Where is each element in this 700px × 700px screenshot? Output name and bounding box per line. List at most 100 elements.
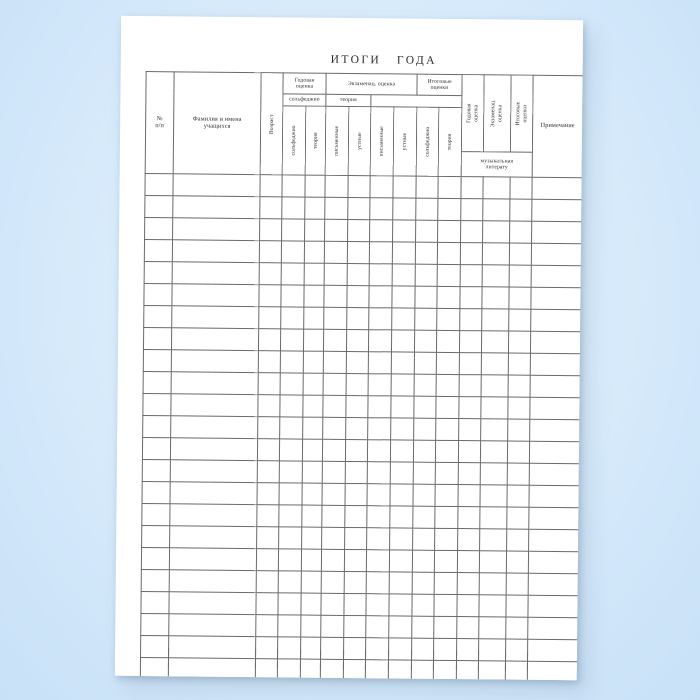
cell-exam_theory_oral[interactable]	[390, 395, 415, 419]
cell-exam_solf_written[interactable]	[322, 439, 346, 462]
cell-final_theory[interactable]	[435, 396, 460, 419]
cell-music_lit_annual[interactable]	[459, 308, 482, 331]
cell-exam_solf_oral[interactable]	[346, 285, 370, 308]
cell-music_lit_exam[interactable]	[482, 264, 510, 288]
cell-number[interactable]	[143, 305, 172, 328]
cell-student_names[interactable]	[169, 569, 257, 593]
cell-annual_theory[interactable]	[304, 175, 326, 198]
cell-final_solfeggio[interactable]	[413, 462, 436, 485]
cell-annual_theory[interactable]	[302, 417, 323, 440]
cell-exam_theory_written[interactable]	[365, 593, 390, 616]
cell-annual_solfeggio[interactable]	[279, 394, 304, 418]
cell-annual_theory[interactable]	[304, 241, 325, 264]
cell-exam_solf_oral[interactable]	[347, 263, 370, 286]
cell-number[interactable]	[144, 261, 173, 284]
cell-exam_theory_oral[interactable]	[390, 461, 414, 485]
cell-exam_theory_written[interactable]	[369, 175, 394, 198]
cell-music_lit_annual[interactable]	[457, 506, 481, 529]
cell-annual_solfeggio[interactable]	[281, 218, 305, 242]
cell-exam_solf_written[interactable]	[324, 219, 348, 242]
cell-exam_theory_written[interactable]	[368, 351, 392, 374]
cell-music_lit_exam[interactable]	[480, 396, 509, 420]
cell-final_solfeggio[interactable]	[415, 264, 438, 287]
cell-remark[interactable]	[531, 265, 582, 288]
cell-exam_solf_oral[interactable]	[345, 395, 369, 418]
cell-music_lit_exam[interactable]	[479, 572, 507, 596]
cell-final_solfeggio[interactable]	[412, 528, 435, 551]
cell-music_lit_annual[interactable]	[458, 462, 481, 485]
cell-number[interactable]	[141, 547, 170, 570]
cell-annual_solfeggio[interactable]	[281, 240, 305, 264]
cell-exam_theory_written[interactable]	[369, 197, 393, 220]
cell-final_theory[interactable]	[436, 330, 460, 353]
cell-student_names[interactable]	[168, 613, 256, 637]
cell-final_theory[interactable]	[436, 308, 460, 331]
cell-final_theory[interactable]	[435, 462, 459, 485]
cell-exam_theory_written[interactable]	[366, 549, 390, 572]
cell-remark[interactable]	[529, 397, 581, 420]
cell-music_lit_exam[interactable]	[482, 198, 510, 222]
cell-student_names[interactable]	[170, 415, 258, 439]
cell-age[interactable]	[258, 328, 281, 351]
cell-age[interactable]	[256, 482, 280, 505]
cell-exam_theory_oral[interactable]	[388, 615, 412, 639]
cell-exam_theory_written[interactable]	[367, 439, 391, 462]
cell-final_solfeggio[interactable]	[414, 330, 437, 353]
cell-exam_solf_oral[interactable]	[346, 329, 369, 352]
cell-exam_solf_oral[interactable]	[345, 461, 368, 484]
cell-music_lit_exam[interactable]	[480, 418, 508, 442]
cell-music_lit_final[interactable]	[507, 397, 531, 420]
cell-exam_solf_written[interactable]	[321, 571, 345, 594]
cell-age[interactable]	[255, 614, 278, 637]
cell-student_names[interactable]	[170, 459, 258, 483]
cell-annual_theory[interactable]	[303, 307, 324, 330]
cell-number[interactable]	[143, 283, 173, 306]
cell-exam_solf_written[interactable]	[320, 615, 344, 638]
cell-music_lit_final[interactable]	[507, 441, 530, 464]
cell-student_names[interactable]	[171, 305, 259, 329]
cell-exam_solf_oral[interactable]	[343, 615, 366, 638]
cell-remark[interactable]	[531, 221, 582, 244]
cell-music_lit_final[interactable]	[509, 243, 532, 266]
cell-age[interactable]	[257, 438, 280, 461]
cell-music_lit_annual[interactable]	[458, 440, 481, 463]
cell-remark[interactable]	[528, 573, 579, 596]
cell-exam_solf_written[interactable]	[323, 285, 348, 308]
cell-annual_theory[interactable]	[300, 593, 322, 616]
cell-final_solfeggio[interactable]	[415, 220, 438, 243]
cell-number[interactable]	[142, 393, 172, 416]
cell-exam_theory_oral[interactable]	[390, 439, 414, 463]
cell-student_names[interactable]	[169, 503, 257, 527]
cell-annual_theory[interactable]	[304, 263, 325, 286]
cell-exam_theory_oral[interactable]	[392, 175, 417, 199]
cell-exam_theory_written[interactable]	[369, 241, 393, 264]
cell-exam_solf_written[interactable]	[324, 263, 348, 286]
cell-music_lit_exam[interactable]	[480, 462, 508, 486]
cell-music_lit_exam[interactable]	[481, 308, 509, 332]
cell-annual_solfeggio[interactable]	[279, 438, 303, 462]
cell-exam_theory_oral[interactable]	[390, 417, 414, 441]
cell-age[interactable]	[258, 372, 281, 395]
cell-remark[interactable]	[527, 595, 579, 618]
cell-age[interactable]	[259, 240, 282, 263]
cell-number[interactable]	[143, 349, 172, 372]
cell-music_lit_final[interactable]	[507, 463, 530, 486]
cell-exam_solf_oral[interactable]	[347, 241, 370, 264]
cell-exam_solf_oral[interactable]	[344, 571, 367, 594]
cell-annual_solfeggio[interactable]	[281, 174, 306, 198]
cell-annual_theory[interactable]	[302, 439, 323, 462]
cell-student_names[interactable]	[172, 195, 260, 219]
cell-annual_solfeggio[interactable]	[281, 196, 305, 220]
cell-number[interactable]	[142, 459, 171, 482]
cell-exam_solf_written[interactable]	[324, 241, 348, 264]
cell-annual_theory[interactable]	[304, 197, 325, 220]
cell-final_solfeggio[interactable]	[413, 440, 436, 463]
cell-music_lit_annual[interactable]	[458, 484, 481, 507]
cell-annual_theory[interactable]	[301, 527, 322, 550]
cell-music_lit_final[interactable]	[509, 221, 532, 244]
cell-remark[interactable]	[531, 243, 582, 266]
cell-final_theory[interactable]	[436, 374, 460, 397]
cell-final_solfeggio[interactable]	[411, 616, 434, 639]
cell-music_lit_exam[interactable]	[482, 220, 510, 244]
cell-music_lit_exam[interactable]	[480, 440, 508, 464]
